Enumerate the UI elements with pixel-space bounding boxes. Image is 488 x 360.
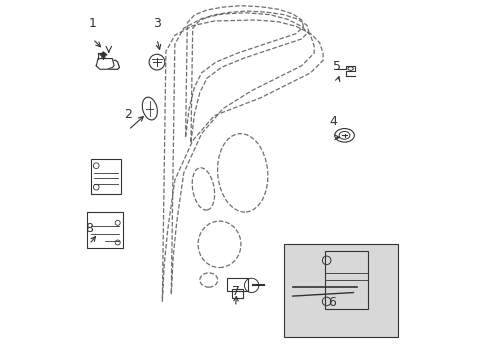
- Text: 4: 4: [329, 115, 337, 128]
- Bar: [226, 278, 247, 291]
- Polygon shape: [96, 59, 114, 69]
- Bar: [91, 158, 121, 194]
- Bar: [87, 212, 123, 248]
- Text: 6: 6: [327, 296, 335, 309]
- Text: 2: 2: [124, 108, 132, 121]
- Text: 8: 8: [85, 222, 93, 235]
- Text: 3: 3: [153, 17, 161, 30]
- FancyArrow shape: [100, 52, 107, 64]
- Bar: [231, 289, 242, 298]
- Text: 7: 7: [231, 285, 239, 298]
- Bar: [324, 251, 367, 309]
- Text: 5: 5: [333, 60, 341, 73]
- Text: 1: 1: [88, 17, 97, 30]
- Bar: [283, 244, 397, 337]
- Bar: [283, 244, 397, 337]
